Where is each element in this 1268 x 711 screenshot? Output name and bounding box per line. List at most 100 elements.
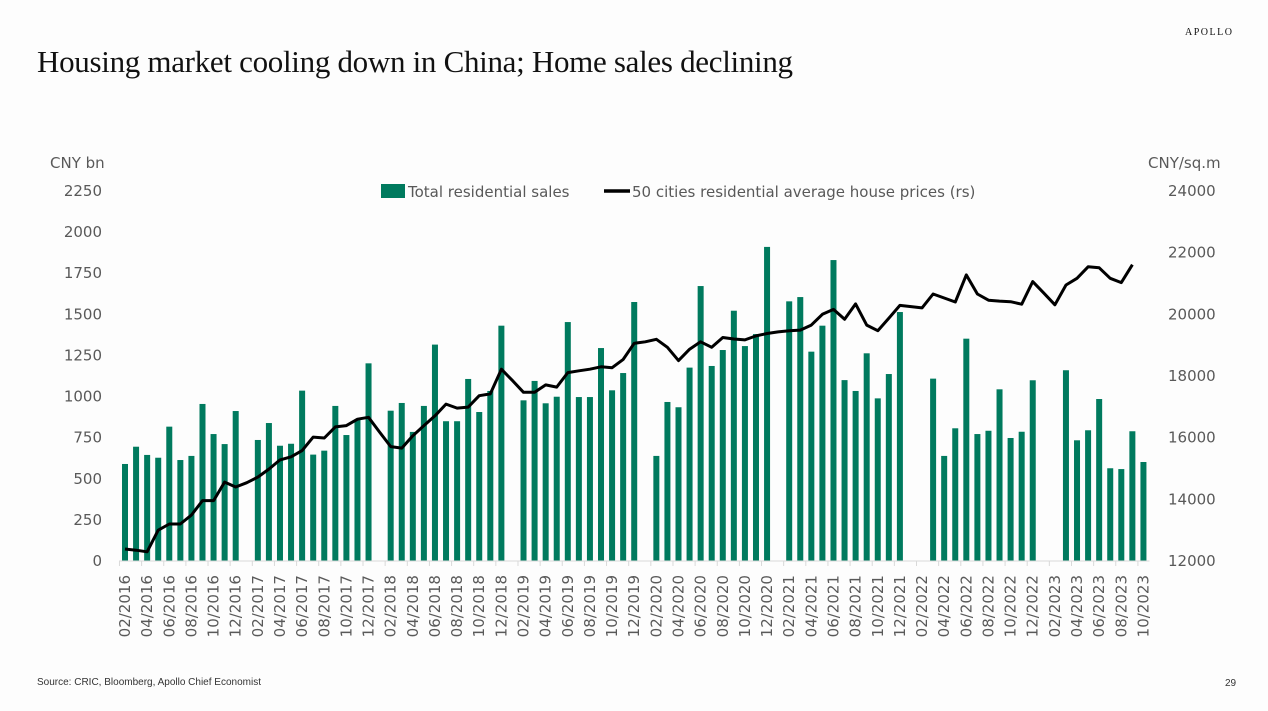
sales-bar [631,302,638,561]
x-tick-label: 06/2021 [824,575,842,637]
left-tick-label: 1250 [64,346,102,364]
sales-bar [299,390,306,561]
left-axis-label: CNY bn [50,154,105,172]
right-tick-label: 20000 [1168,305,1216,323]
sales-bar [752,334,759,561]
sales-bar [697,286,704,561]
x-tick-label: 04/2019 [537,575,555,637]
x-tick-label: 10/2017 [337,575,355,637]
sales-bar [1085,430,1092,561]
x-tick-label: 08/2022 [979,575,997,637]
sales-bar [797,297,804,561]
x-tick-label: 10/2021 [869,575,887,637]
x-tick-label: 04/2022 [935,575,953,637]
sales-bar [686,367,693,561]
sales-bar [609,390,616,561]
right-tick-label: 16000 [1168,429,1216,447]
legend-bar-swatch [381,184,405,198]
x-tick-label: 08/2021 [847,575,865,637]
x-tick-label: 12/2018 [492,575,510,637]
x-tick-label: 12/2016 [227,575,245,637]
sales-bar [1074,440,1081,561]
right-axis-label: CNY/sq.m [1148,154,1221,172]
x-tick-label: 08/2019 [581,575,599,637]
sales-bar [465,378,472,561]
x-tick-label: 12/2017 [360,575,378,637]
sales-bar [166,426,173,561]
sales-bar [122,463,128,561]
legend-label-prices: 50 cities residential average house pric… [632,183,975,201]
sales-bar [1129,431,1136,561]
sales-bar [1018,431,1025,561]
page-title: Housing market cooling down in China; Ho… [37,44,793,79]
x-tick-label: 06/2020 [692,575,710,637]
sales-bar [409,431,416,561]
sales-bar [133,446,140,561]
sales-bar [741,346,748,561]
sales-bar [1096,399,1103,561]
sales-bar [354,420,361,561]
sales-bar [730,310,737,561]
sales-bar [996,389,1003,561]
sales-bar [863,353,870,561]
sales-bar [199,403,206,561]
apollo-logo: APOLLO [1185,27,1234,38]
sales-bar [675,407,682,561]
left-tick-label: 500 [73,470,102,488]
left-tick-label: 2000 [64,223,102,241]
sales-bar [144,454,151,561]
left-tick-label: 2250 [64,182,102,200]
sales-bar [620,373,627,561]
x-tick-label: 06/2018 [426,575,444,637]
right-tick-label: 14000 [1168,490,1216,508]
sales-bar [398,402,405,561]
sales-bar [254,439,261,561]
sales-bar [387,410,394,561]
house-price-line [124,263,1134,554]
x-tick-label: 02/2018 [382,575,400,637]
right-tick-label: 12000 [1168,552,1216,570]
x-tick-label: 08/2018 [448,575,466,637]
sales-bar [808,351,815,561]
x-tick-label: 06/2016 [160,575,178,637]
sales-bar [719,350,726,561]
x-tick-label: 02/2019 [515,575,533,637]
x-tick-label: 02/2023 [1046,575,1064,637]
sales-bar [531,380,538,561]
sales-bar [542,403,549,561]
x-tick-label: 10/2023 [1134,575,1152,637]
legend-label-sales: Total residential sales [407,183,570,201]
x-tick-label: 04/2021 [802,575,820,637]
sales-bar [963,338,970,561]
sales-bar [586,397,593,561]
sales-bar [1029,380,1036,561]
x-tick-label: 08/2017 [315,575,333,637]
x-tick-label: 04/2023 [1068,575,1086,637]
sales-bar [265,423,272,561]
x-tick-label: 06/2017 [293,575,311,637]
left-tick-label: 0 [92,552,102,570]
sales-bar [487,390,494,561]
x-tick-label: 10/2019 [603,575,621,637]
sales-bar [952,428,959,561]
left-tick-label: 1750 [64,264,102,282]
x-tick-label: 08/2020 [714,575,732,637]
sales-bar [841,380,848,561]
sales-bar [210,434,217,561]
x-tick-label: 12/2019 [625,575,643,637]
sales-bar [830,260,837,561]
x-tick-label: 10/2020 [736,575,754,637]
x-tick-label: 02/2022 [913,575,931,637]
x-tick-label: 02/2021 [780,575,798,637]
left-tick-label: 250 [73,511,102,529]
left-tick-label: 750 [73,429,102,447]
sales-bar [420,405,427,561]
x-tick-label: 12/2020 [758,575,776,637]
x-tick-label: 08/2023 [1112,575,1130,637]
x-tick-label: 04/2016 [138,575,156,637]
x-tick-label: 10/2016 [205,575,223,637]
page-number: 29 [1225,678,1237,689]
sales-bar [454,421,461,561]
x-tick-label: 02/2016 [116,575,134,637]
